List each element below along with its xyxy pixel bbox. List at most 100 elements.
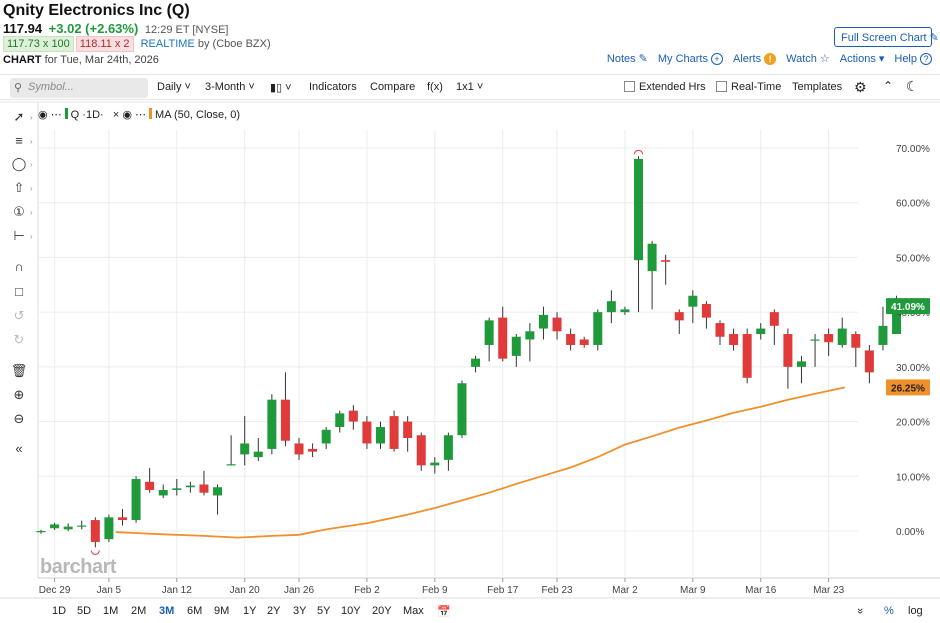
period-1y[interactable]: 1Y <box>243 605 257 617</box>
moving-average-line <box>115 386 846 539</box>
close-icon[interactable]: × <box>112 109 120 121</box>
more-icon[interactable]: ⋯ <box>135 109 147 121</box>
chart-toolbar: ⚲ Symbol... Daily ˅ 3-Month ˅ ▮▯ ˅ Indic… <box>0 74 940 100</box>
watch-link[interactable]: Watch ☆ <box>786 52 830 66</box>
candle <box>511 334 521 367</box>
dark-mode-icon[interactable]: ☾ <box>906 78 919 94</box>
period-3m[interactable]: 3M <box>159 605 175 617</box>
real-time-checkbox[interactable]: Real-Time <box>716 81 781 93</box>
y-tick-label: 70.00% <box>896 144 930 155</box>
period-20y[interactable]: 20Y <box>372 605 392 617</box>
shape-tool-icon[interactable]: ◯ <box>11 156 27 171</box>
candle <box>837 317 847 348</box>
candle-body <box>593 312 603 345</box>
candle <box>647 241 657 310</box>
fibonacci-tool-icon[interactable]: ≡ <box>15 133 23 148</box>
collapse-toolbar-icon[interactable]: « <box>15 441 23 456</box>
templates-button[interactable]: Templates <box>792 81 843 93</box>
notes-link[interactable]: Notes ✎ <box>607 52 648 66</box>
candle <box>756 323 766 340</box>
period-max[interactable]: Max <box>403 605 424 617</box>
trendline-tool-icon[interactable]: ➚ <box>13 109 25 124</box>
alert-icon: ! <box>764 52 777 65</box>
percent-scale-toggle[interactable]: % <box>884 605 894 617</box>
symbol-search-input[interactable]: ⚲ Symbol... <box>10 78 148 98</box>
y-tick-label: 30.00% <box>896 363 930 374</box>
candle <box>525 323 535 362</box>
zoom-in-icon[interactable]: ⊕ <box>13 387 25 402</box>
arrow-tool-icon[interactable]: ⇧ <box>13 180 25 195</box>
quote-line: 117.94 +3.02 (+2.63%) 12:29 ET [NYSE] <box>3 21 229 36</box>
candle-body <box>647 243 657 272</box>
ma-value-tag-label: 26.25% <box>891 383 925 394</box>
function-button[interactable]: f(x) <box>427 81 443 93</box>
zoom-out-icon[interactable]: ⊖ <box>13 411 25 426</box>
my-charts-link[interactable]: My Charts + <box>658 52 723 65</box>
layout-dropdown[interactable]: 1x1 ˅ <box>456 81 483 93</box>
period-5y[interactable]: 5Y <box>317 605 331 617</box>
measure-tool-icon[interactable]: ⊢ <box>13 228 25 243</box>
candle-body <box>321 429 331 444</box>
bid-badge: 117.73 x 100 <box>3 36 74 52</box>
expand-arrow-icon[interactable]: › <box>30 113 33 122</box>
gear-icon[interactable]: ⚙ <box>854 79 867 95</box>
candle-body <box>810 339 820 341</box>
candle-body <box>566 334 576 345</box>
trash-icon[interactable]: 🗑 <box>10 363 28 378</box>
chart-type-dropdown[interactable]: ▮▯ ˅ <box>270 81 292 94</box>
collapse-icon[interactable]: ⌃ <box>883 79 894 93</box>
expand-arrow-icon[interactable]: › <box>30 160 33 169</box>
bid-ask-line: 117.73 x 100 118.11 x 2 REALTIME by (Cboe… <box>3 36 271 52</box>
magnet-icon[interactable]: ∩ <box>14 259 24 274</box>
unlock-icon[interactable]: □ <box>15 284 23 299</box>
period-1d[interactable]: 1D <box>52 605 67 617</box>
expand-arrow-icon[interactable]: › <box>30 232 33 241</box>
period-2y[interactable]: 2Y <box>267 605 281 617</box>
period-1m[interactable]: 1M <box>103 605 119 617</box>
full-screen-chart-button[interactable]: Full Screen Chart ✎ <box>834 27 939 47</box>
more-icon[interactable]: ⋯ <box>50 109 62 121</box>
low-marker <box>90 550 100 555</box>
annotation-tool-icon[interactable]: ① <box>13 204 25 219</box>
high-marker <box>634 149 644 155</box>
undo-icon[interactable]: ↺ <box>13 308 25 323</box>
compare-button[interactable]: Compare <box>370 81 416 93</box>
period-5d[interactable]: 5D <box>77 605 92 617</box>
expand-arrow-icon[interactable]: › <box>30 184 33 193</box>
alerts-link[interactable]: Alerts! <box>733 52 777 65</box>
period-10y[interactable]: 10Y <box>341 605 361 617</box>
period-6m[interactable]: 6M <box>187 605 203 617</box>
interval-dropdown[interactable]: Daily ˅ <box>157 81 191 93</box>
symbol-placeholder: Symbol... <box>28 81 74 93</box>
candle-body <box>104 517 114 540</box>
extended-hours-checkbox[interactable]: Extended Hrs <box>624 81 706 93</box>
help-link[interactable]: Help? <box>894 52 932 65</box>
plus-circle-icon: + <box>711 52 723 65</box>
collapse-down-icon[interactable]: » <box>854 607 867 615</box>
period-3y[interactable]: 3Y <box>293 605 307 617</box>
period-2m[interactable]: 2M <box>131 605 147 617</box>
chart-legend: ◉ ⋯ Q ·1D· × ◉ ⋯ MA (50, Close, 0) <box>38 108 241 121</box>
realtime-link[interactable]: REALTIME <box>140 38 195 50</box>
expand-arrow-icon[interactable]: › <box>30 137 33 146</box>
expand-arrow-icon[interactable]: › <box>30 208 33 217</box>
candle-body <box>688 295 698 307</box>
eye-icon[interactable]: ◉ <box>38 109 48 121</box>
period-9m[interactable]: 9M <box>214 605 230 617</box>
calendar-icon[interactable]: 📅 <box>437 606 451 618</box>
log-scale-toggle[interactable]: log <box>908 605 923 617</box>
actions-menu[interactable]: Actions ▾ <box>840 52 885 66</box>
redo-icon[interactable]: ↻ <box>13 332 25 347</box>
candle-body <box>430 462 440 466</box>
candle-body <box>851 334 861 348</box>
indicators-button[interactable]: Indicators <box>309 81 357 93</box>
candle <box>742 328 752 384</box>
eye-icon[interactable]: ◉ <box>122 109 132 121</box>
candle <box>226 435 236 466</box>
candle-body <box>145 481 155 490</box>
candle-body <box>837 328 847 345</box>
candle <box>579 336 589 348</box>
x-tick-label: Jan 20 <box>230 585 260 596</box>
range-dropdown[interactable]: 3-Month ˅ <box>205 81 255 93</box>
